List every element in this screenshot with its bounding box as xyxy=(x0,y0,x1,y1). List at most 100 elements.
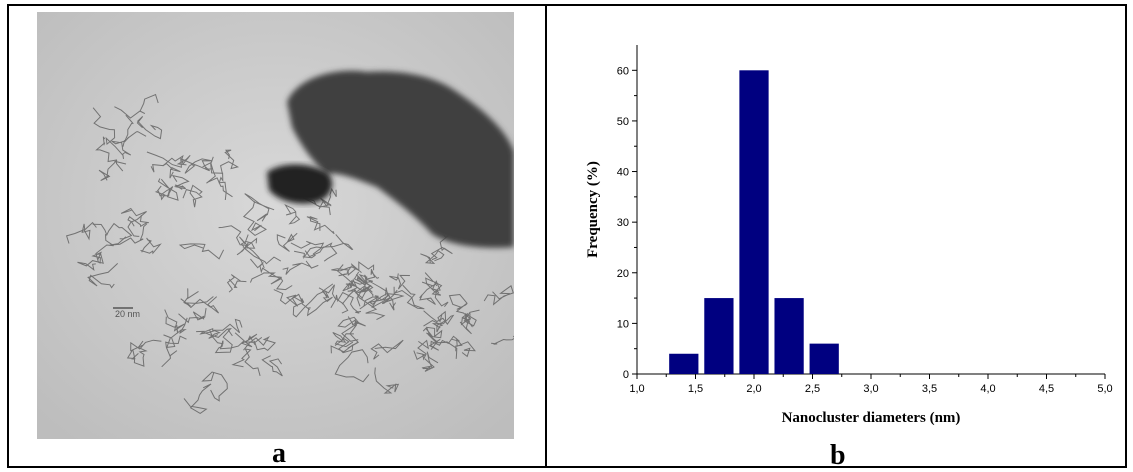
y-tick-label: 40 xyxy=(617,167,629,179)
nanowire-strand xyxy=(242,201,267,237)
nanowire-strand xyxy=(214,328,233,354)
nanowire-strand xyxy=(338,261,375,277)
nanowire-strand xyxy=(182,184,203,208)
nanowire-strand xyxy=(419,281,438,305)
nanowire-strand xyxy=(353,269,380,284)
nanowire-strand xyxy=(370,339,404,360)
nanowire-strand xyxy=(290,240,325,259)
panel-divider xyxy=(545,4,547,468)
nanowire-strand xyxy=(220,149,240,175)
x-tick-label: 2,5 xyxy=(805,383,820,395)
nanowire-strand xyxy=(202,161,233,198)
nanowire-strand xyxy=(210,156,227,201)
nanowire-strand xyxy=(243,336,277,352)
nanowire-strand xyxy=(157,178,179,201)
histogram-bar xyxy=(774,298,804,374)
nanowire-strand xyxy=(428,335,460,351)
x-tick-label: 5,0 xyxy=(1097,383,1112,395)
nanowire-strand xyxy=(393,284,425,310)
nanowire-strand xyxy=(231,348,261,377)
nanowire-strand xyxy=(250,258,283,285)
x-tick-label: 1,0 xyxy=(629,383,644,395)
nanowire-strand xyxy=(304,234,354,258)
y-tick-label: 60 xyxy=(617,65,629,77)
figure-frame xyxy=(7,4,1127,468)
nanowire-strand xyxy=(226,274,247,293)
nanowire-strand xyxy=(178,308,207,324)
nanowire-strand xyxy=(483,284,514,306)
tem-micrograph: 20 nm xyxy=(37,12,514,439)
nanowire-strand xyxy=(491,335,514,345)
nanowire-strand xyxy=(131,340,148,367)
nanowire-strand xyxy=(171,174,190,190)
dark-cluster xyxy=(267,164,333,204)
nanowire-strand xyxy=(273,289,304,307)
x-tick-label: 2,0 xyxy=(746,383,761,395)
nanowire-strand xyxy=(282,260,319,275)
nanowire-strand xyxy=(92,107,124,156)
histogram-chart: 1,0 1,5 2,0 2,5 3,0 3,5 4,0 4,5 5,0 0 10 20 30 40 50 60… xyxy=(585,45,1113,426)
nanowire-strand xyxy=(201,371,228,402)
nanowire-strand xyxy=(91,234,114,264)
panel-label-b: b xyxy=(830,440,846,471)
scale-bar: 20 nm xyxy=(113,307,140,319)
nanowire-strand xyxy=(349,280,372,300)
histogram-bar xyxy=(704,298,734,374)
nanowire-strand xyxy=(87,263,119,289)
nanowire-strand xyxy=(92,222,133,240)
nanowire-strand xyxy=(422,326,443,339)
y-tick-label: 30 xyxy=(617,217,629,229)
nanowire-strand xyxy=(382,289,398,311)
nanowire-strand xyxy=(306,287,333,317)
nanowire-strand xyxy=(114,93,159,119)
nanowire-strand xyxy=(65,221,97,244)
nanowire-strand xyxy=(154,185,171,201)
nanowire-strand xyxy=(126,339,162,360)
nanowire-strand xyxy=(111,140,132,159)
nanowire-strand xyxy=(292,290,326,318)
nanowire-strand xyxy=(337,316,360,342)
nanowire-strand xyxy=(136,116,163,140)
nanowire-strand xyxy=(120,207,147,237)
micrograph-image: 20 nm xyxy=(37,12,514,439)
y-tick-label: 20 xyxy=(617,268,629,280)
nanowire-strand xyxy=(423,310,455,329)
nanowire-strand xyxy=(355,273,374,297)
nanowire-strand xyxy=(427,334,458,359)
y-axis-title: Frequency (%) xyxy=(585,161,601,258)
nanowire-strand xyxy=(293,242,338,262)
nanowire-strand xyxy=(332,331,354,348)
nanowire-strand xyxy=(431,280,449,308)
nanowire-strand xyxy=(161,335,187,368)
histogram-bar xyxy=(809,343,839,374)
nanowire-strand xyxy=(368,280,391,309)
nanowire-strand xyxy=(240,333,263,348)
nanowire-strand xyxy=(236,234,258,256)
nanowire-strand xyxy=(184,158,213,174)
y-tick-label: 0 xyxy=(623,369,629,381)
nanowire-strand xyxy=(199,329,221,339)
x-tick-label: 3,5 xyxy=(922,383,937,395)
nanowire-strand xyxy=(180,296,220,314)
nanowire-strand xyxy=(321,283,349,314)
histogram-bar xyxy=(739,70,769,375)
nanowire-strand xyxy=(424,272,443,296)
y-tick-label: 10 xyxy=(617,318,629,330)
nanowire-strand xyxy=(240,240,282,265)
nanowire-strand xyxy=(448,293,472,320)
nanowire-strand xyxy=(455,337,476,358)
nanowire-strand xyxy=(150,162,181,179)
dark-particle xyxy=(287,70,514,248)
nanowire-strand xyxy=(420,249,445,265)
nanowire-strand xyxy=(330,338,354,354)
chart-bars xyxy=(669,70,839,375)
nanowire-strand xyxy=(183,383,212,414)
nanowire-strand xyxy=(342,278,358,292)
nanowire-strand xyxy=(146,151,210,172)
x-axis-title: Nanocluster diameters (nm) xyxy=(782,410,961,426)
nanowire-strand xyxy=(249,272,293,291)
nanowire-strand xyxy=(163,317,188,348)
nanowire-strand xyxy=(413,339,430,361)
y-tick-label: 50 xyxy=(617,116,629,128)
x-tick-label: 1,5 xyxy=(688,383,703,395)
